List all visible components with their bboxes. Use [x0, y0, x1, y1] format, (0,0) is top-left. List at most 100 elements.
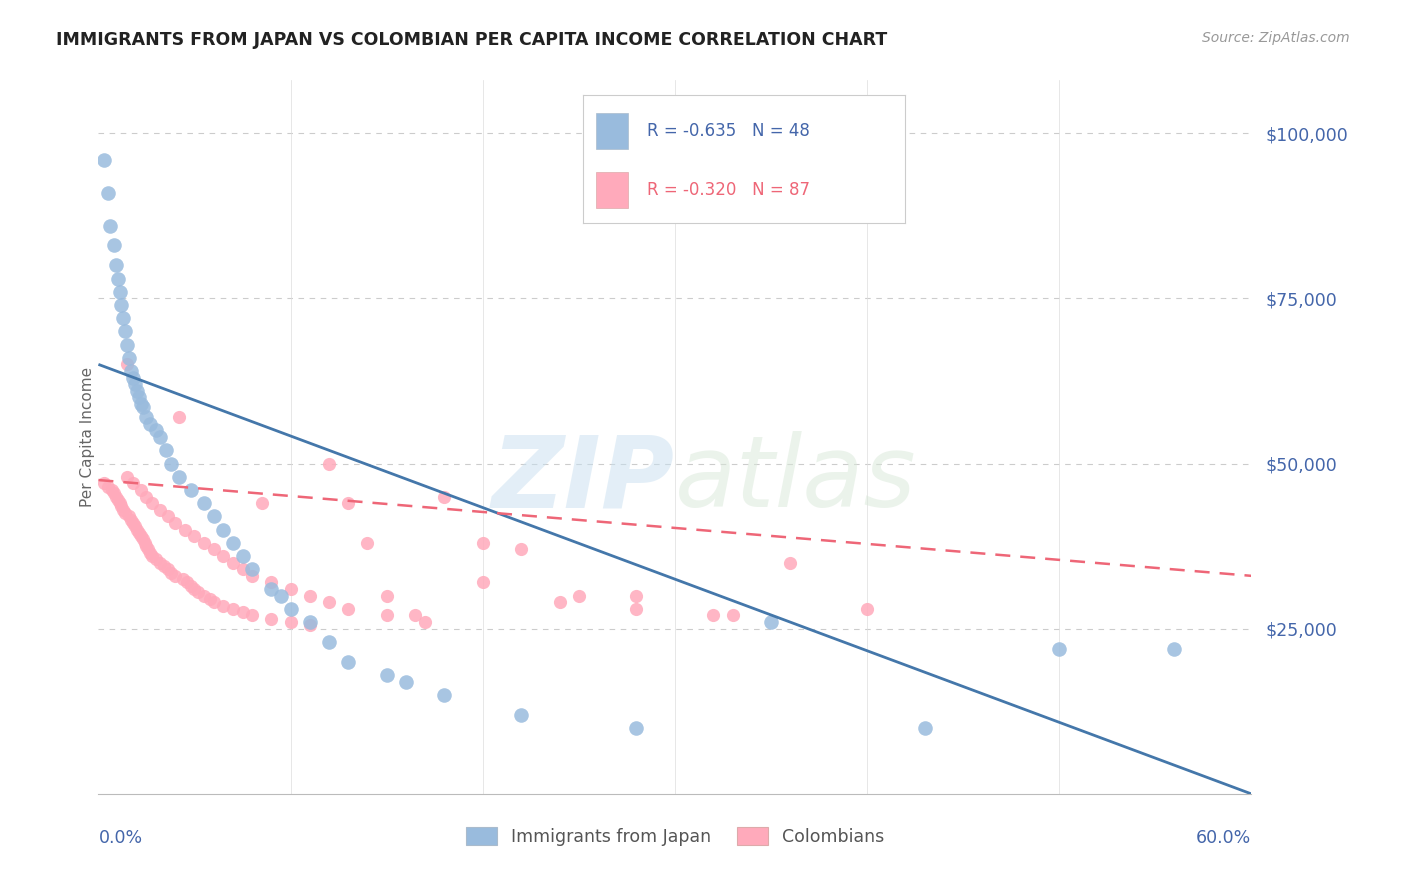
Point — [149, 430, 172, 444]
Point — [117, 337, 139, 351]
Point — [129, 483, 152, 497]
Point — [172, 572, 194, 586]
Point — [104, 490, 127, 504]
Point — [202, 595, 225, 609]
Point — [198, 591, 221, 606]
Point — [471, 575, 494, 590]
Point — [117, 469, 139, 483]
Point — [280, 602, 302, 616]
Point — [110, 298, 132, 312]
Point — [131, 401, 153, 415]
Point — [318, 595, 340, 609]
Point — [231, 605, 254, 619]
Point — [180, 579, 202, 593]
Point — [202, 509, 225, 524]
Point — [721, 608, 744, 623]
Point — [125, 384, 148, 398]
Point — [103, 238, 125, 252]
Point — [124, 519, 146, 533]
Point — [139, 546, 162, 560]
Point — [128, 525, 150, 540]
Text: IMMIGRANTS FROM JAPAN VS COLOMBIAN PER CAPITA INCOME CORRELATION CHART: IMMIGRANTS FROM JAPAN VS COLOMBIAN PER C… — [56, 31, 887, 49]
Point — [337, 655, 360, 669]
Point — [174, 523, 197, 537]
Point — [145, 552, 167, 566]
Point — [626, 721, 648, 735]
Point — [510, 707, 533, 722]
Point — [337, 602, 360, 616]
Point — [141, 496, 163, 510]
Point — [626, 589, 648, 603]
Point — [167, 410, 190, 425]
Point — [298, 615, 321, 629]
Point — [156, 562, 179, 576]
Point — [156, 509, 179, 524]
Point — [222, 536, 245, 550]
Point — [152, 558, 174, 573]
Point — [149, 502, 172, 516]
Point — [108, 496, 131, 510]
Point — [183, 529, 205, 543]
Point — [318, 635, 340, 649]
Point — [122, 476, 145, 491]
Point — [193, 589, 215, 603]
Point — [118, 509, 141, 524]
Point — [270, 589, 292, 603]
Point — [122, 516, 145, 530]
Point — [280, 582, 302, 596]
Text: 0.0%: 0.0% — [98, 829, 142, 847]
Point — [548, 595, 571, 609]
Point — [108, 285, 131, 299]
Point — [139, 417, 162, 431]
Point — [187, 585, 209, 599]
Point — [120, 364, 142, 378]
Point — [165, 569, 187, 583]
Point — [131, 533, 153, 547]
Point — [1163, 641, 1185, 656]
Point — [212, 549, 235, 563]
Point — [129, 529, 152, 543]
Point — [104, 258, 127, 272]
Legend: Immigrants from Japan, Colombians: Immigrants from Japan, Colombians — [458, 821, 891, 853]
Point — [568, 589, 591, 603]
Point — [1047, 641, 1070, 656]
Point — [101, 483, 124, 497]
Point — [779, 556, 801, 570]
Point — [222, 556, 245, 570]
Point — [98, 219, 121, 233]
Point — [97, 186, 120, 200]
Y-axis label: Per Capita Income: Per Capita Income — [80, 367, 94, 508]
Point — [202, 542, 225, 557]
Text: 60.0%: 60.0% — [1197, 829, 1251, 847]
Point — [141, 549, 163, 563]
Point — [395, 674, 418, 689]
Point — [114, 506, 136, 520]
Point — [135, 490, 157, 504]
Point — [405, 608, 427, 623]
Point — [212, 523, 235, 537]
Point — [914, 721, 936, 735]
Point — [260, 575, 283, 590]
Point — [433, 688, 456, 702]
Point — [193, 536, 215, 550]
Point — [165, 516, 187, 530]
Point — [125, 523, 148, 537]
Point — [135, 410, 157, 425]
Point — [103, 486, 125, 500]
Point — [167, 469, 190, 483]
Text: ZIP: ZIP — [492, 432, 675, 528]
Point — [250, 496, 273, 510]
Point — [110, 500, 132, 514]
Point — [93, 476, 115, 491]
Point — [240, 608, 263, 623]
Point — [117, 358, 139, 372]
Point — [155, 443, 177, 458]
Point — [375, 589, 398, 603]
Point — [280, 615, 302, 629]
Point — [260, 612, 283, 626]
Point — [759, 615, 782, 629]
Point — [122, 370, 145, 384]
Point — [375, 608, 398, 623]
Point — [176, 575, 198, 590]
Point — [112, 502, 135, 516]
